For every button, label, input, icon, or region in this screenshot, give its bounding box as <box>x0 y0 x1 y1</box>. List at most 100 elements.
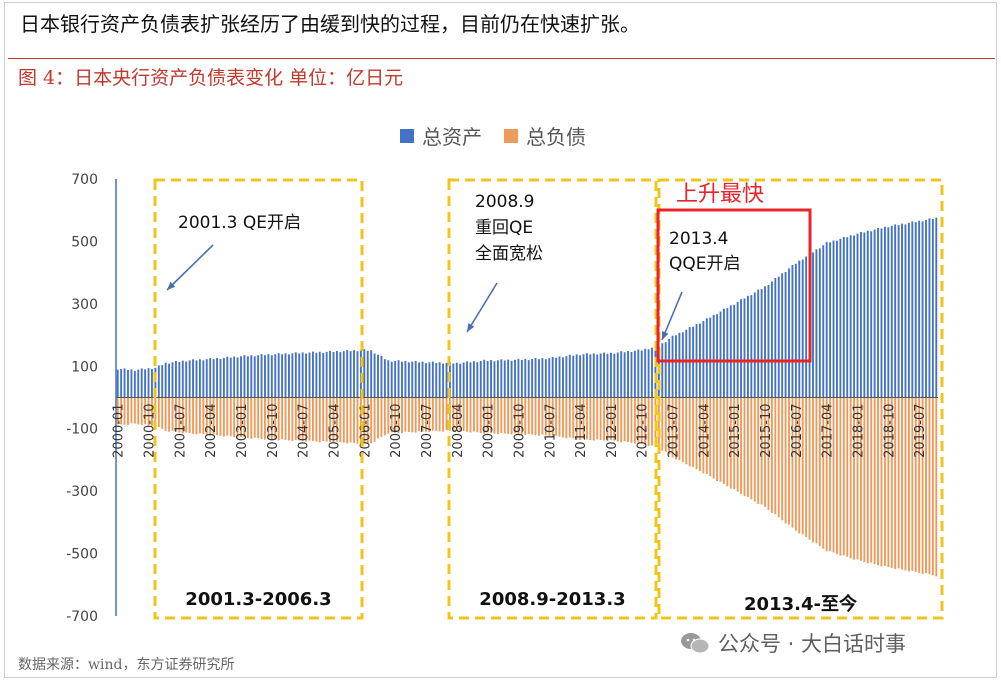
liability-bar <box>870 397 873 563</box>
asset-bar <box>250 355 253 398</box>
liability-bar <box>692 397 695 467</box>
liability-bar <box>931 397 934 576</box>
liability-bar <box>907 397 910 572</box>
liability-bar <box>551 397 554 437</box>
asset-bar <box>627 351 629 398</box>
liability-bar <box>651 397 653 446</box>
wechat-icon <box>681 633 710 654</box>
liability-bar <box>832 397 835 553</box>
asset-bar <box>397 360 400 398</box>
x-tick-label: 2012-01 <box>605 404 620 458</box>
liability-bar <box>363 397 366 444</box>
asset-bar <box>130 369 133 398</box>
asset-bar <box>164 362 167 398</box>
liability-bar <box>925 397 927 574</box>
liability-bar <box>568 397 571 438</box>
asset-bar <box>425 363 427 398</box>
asset-bar <box>401 361 403 398</box>
x-tick-label: 2010-07 <box>543 404 558 458</box>
liability-bar <box>212 397 215 435</box>
liability-bar <box>781 397 784 521</box>
x-tick-label: 2015-10 <box>759 404 774 458</box>
asset-bar <box>746 295 749 398</box>
asset-bar <box>671 335 674 398</box>
asset-bar <box>592 353 595 398</box>
liability-bar <box>774 397 777 515</box>
asset-bar <box>712 314 715 398</box>
asset-bar <box>531 359 534 398</box>
period-box <box>657 178 944 620</box>
x-tick-label: 2019-07 <box>913 404 928 458</box>
liability-bar <box>168 397 171 432</box>
asset-bar <box>716 314 719 398</box>
asset-bar <box>870 231 873 398</box>
asset-bar <box>414 360 417 398</box>
liability-bar <box>623 397 626 442</box>
asset-bar <box>298 353 301 398</box>
asset-bar <box>514 359 516 398</box>
x-tick-label: 2002-04 <box>204 404 219 458</box>
liability-bar <box>726 397 729 487</box>
asset-bar <box>534 357 537 398</box>
legend-swatch-assets <box>400 128 414 143</box>
annotation-text: 2013.4 <box>669 229 728 249</box>
figure-frame <box>4 2 997 678</box>
figure-title: 图 4：日本央行资产负债表变化 单位：亿日元 <box>18 67 404 89</box>
asset-bar <box>452 363 455 398</box>
asset-bar <box>507 359 510 398</box>
liability-bar <box>709 397 712 477</box>
asset-bar <box>123 368 126 398</box>
asset-bar <box>931 219 934 398</box>
liability-bar <box>733 397 736 490</box>
asset-bar <box>192 359 195 398</box>
asset-bar <box>493 361 496 398</box>
asset-bar <box>812 252 814 398</box>
liability-bar <box>760 397 763 505</box>
asset-bar <box>267 354 270 398</box>
asset-bar <box>476 362 479 398</box>
asset-bar <box>842 236 845 398</box>
liability-bar <box>185 397 188 433</box>
liability-bar <box>264 397 266 440</box>
asset-bar <box>702 321 705 398</box>
asset-bar <box>202 360 205 398</box>
x-tick-label: 2001-07 <box>173 404 188 458</box>
asset-bar <box>435 362 438 398</box>
liability-bar <box>325 397 328 442</box>
liability-bar <box>500 397 503 433</box>
asset-bar <box>705 318 708 398</box>
liability-bar <box>853 397 856 560</box>
liability-bar <box>688 397 691 467</box>
liability-bar <box>514 397 516 434</box>
x-tick-label: 2000-01 <box>112 404 127 458</box>
asset-bar <box>442 363 445 398</box>
annotation-text: 重回QE <box>475 218 533 238</box>
liability-bar <box>133 397 136 424</box>
period-label: 2013.4-至今 <box>744 593 858 615</box>
asset-bar <box>431 361 434 398</box>
asset-bar <box>651 347 653 398</box>
asset-bar <box>527 360 530 398</box>
liability-bar <box>322 397 325 442</box>
liability-bar <box>736 397 739 492</box>
liability-bar <box>890 397 893 569</box>
asset-bar <box>568 354 571 398</box>
x-tick-label: 2018-10 <box>882 404 897 458</box>
asset-bar <box>582 354 585 398</box>
asset-bar <box>541 358 544 398</box>
liability-bar <box>531 397 534 435</box>
asset-bar <box>288 354 290 398</box>
annotation-arrowhead <box>661 331 669 340</box>
liability-bar <box>842 397 845 556</box>
asset-bar <box>815 249 818 398</box>
asset-bar <box>555 357 558 398</box>
liability-bar <box>633 397 636 444</box>
liability-bar <box>174 397 177 432</box>
x-tick-label: 2018-01 <box>852 404 867 458</box>
data-source: 数据来源：wind，东方证券研究所 <box>18 657 235 673</box>
asset-bar <box>565 356 568 398</box>
liability-bar <box>743 397 746 497</box>
liability-bar <box>496 397 499 435</box>
asset-bar <box>904 224 907 398</box>
liability-bar <box>202 397 205 435</box>
